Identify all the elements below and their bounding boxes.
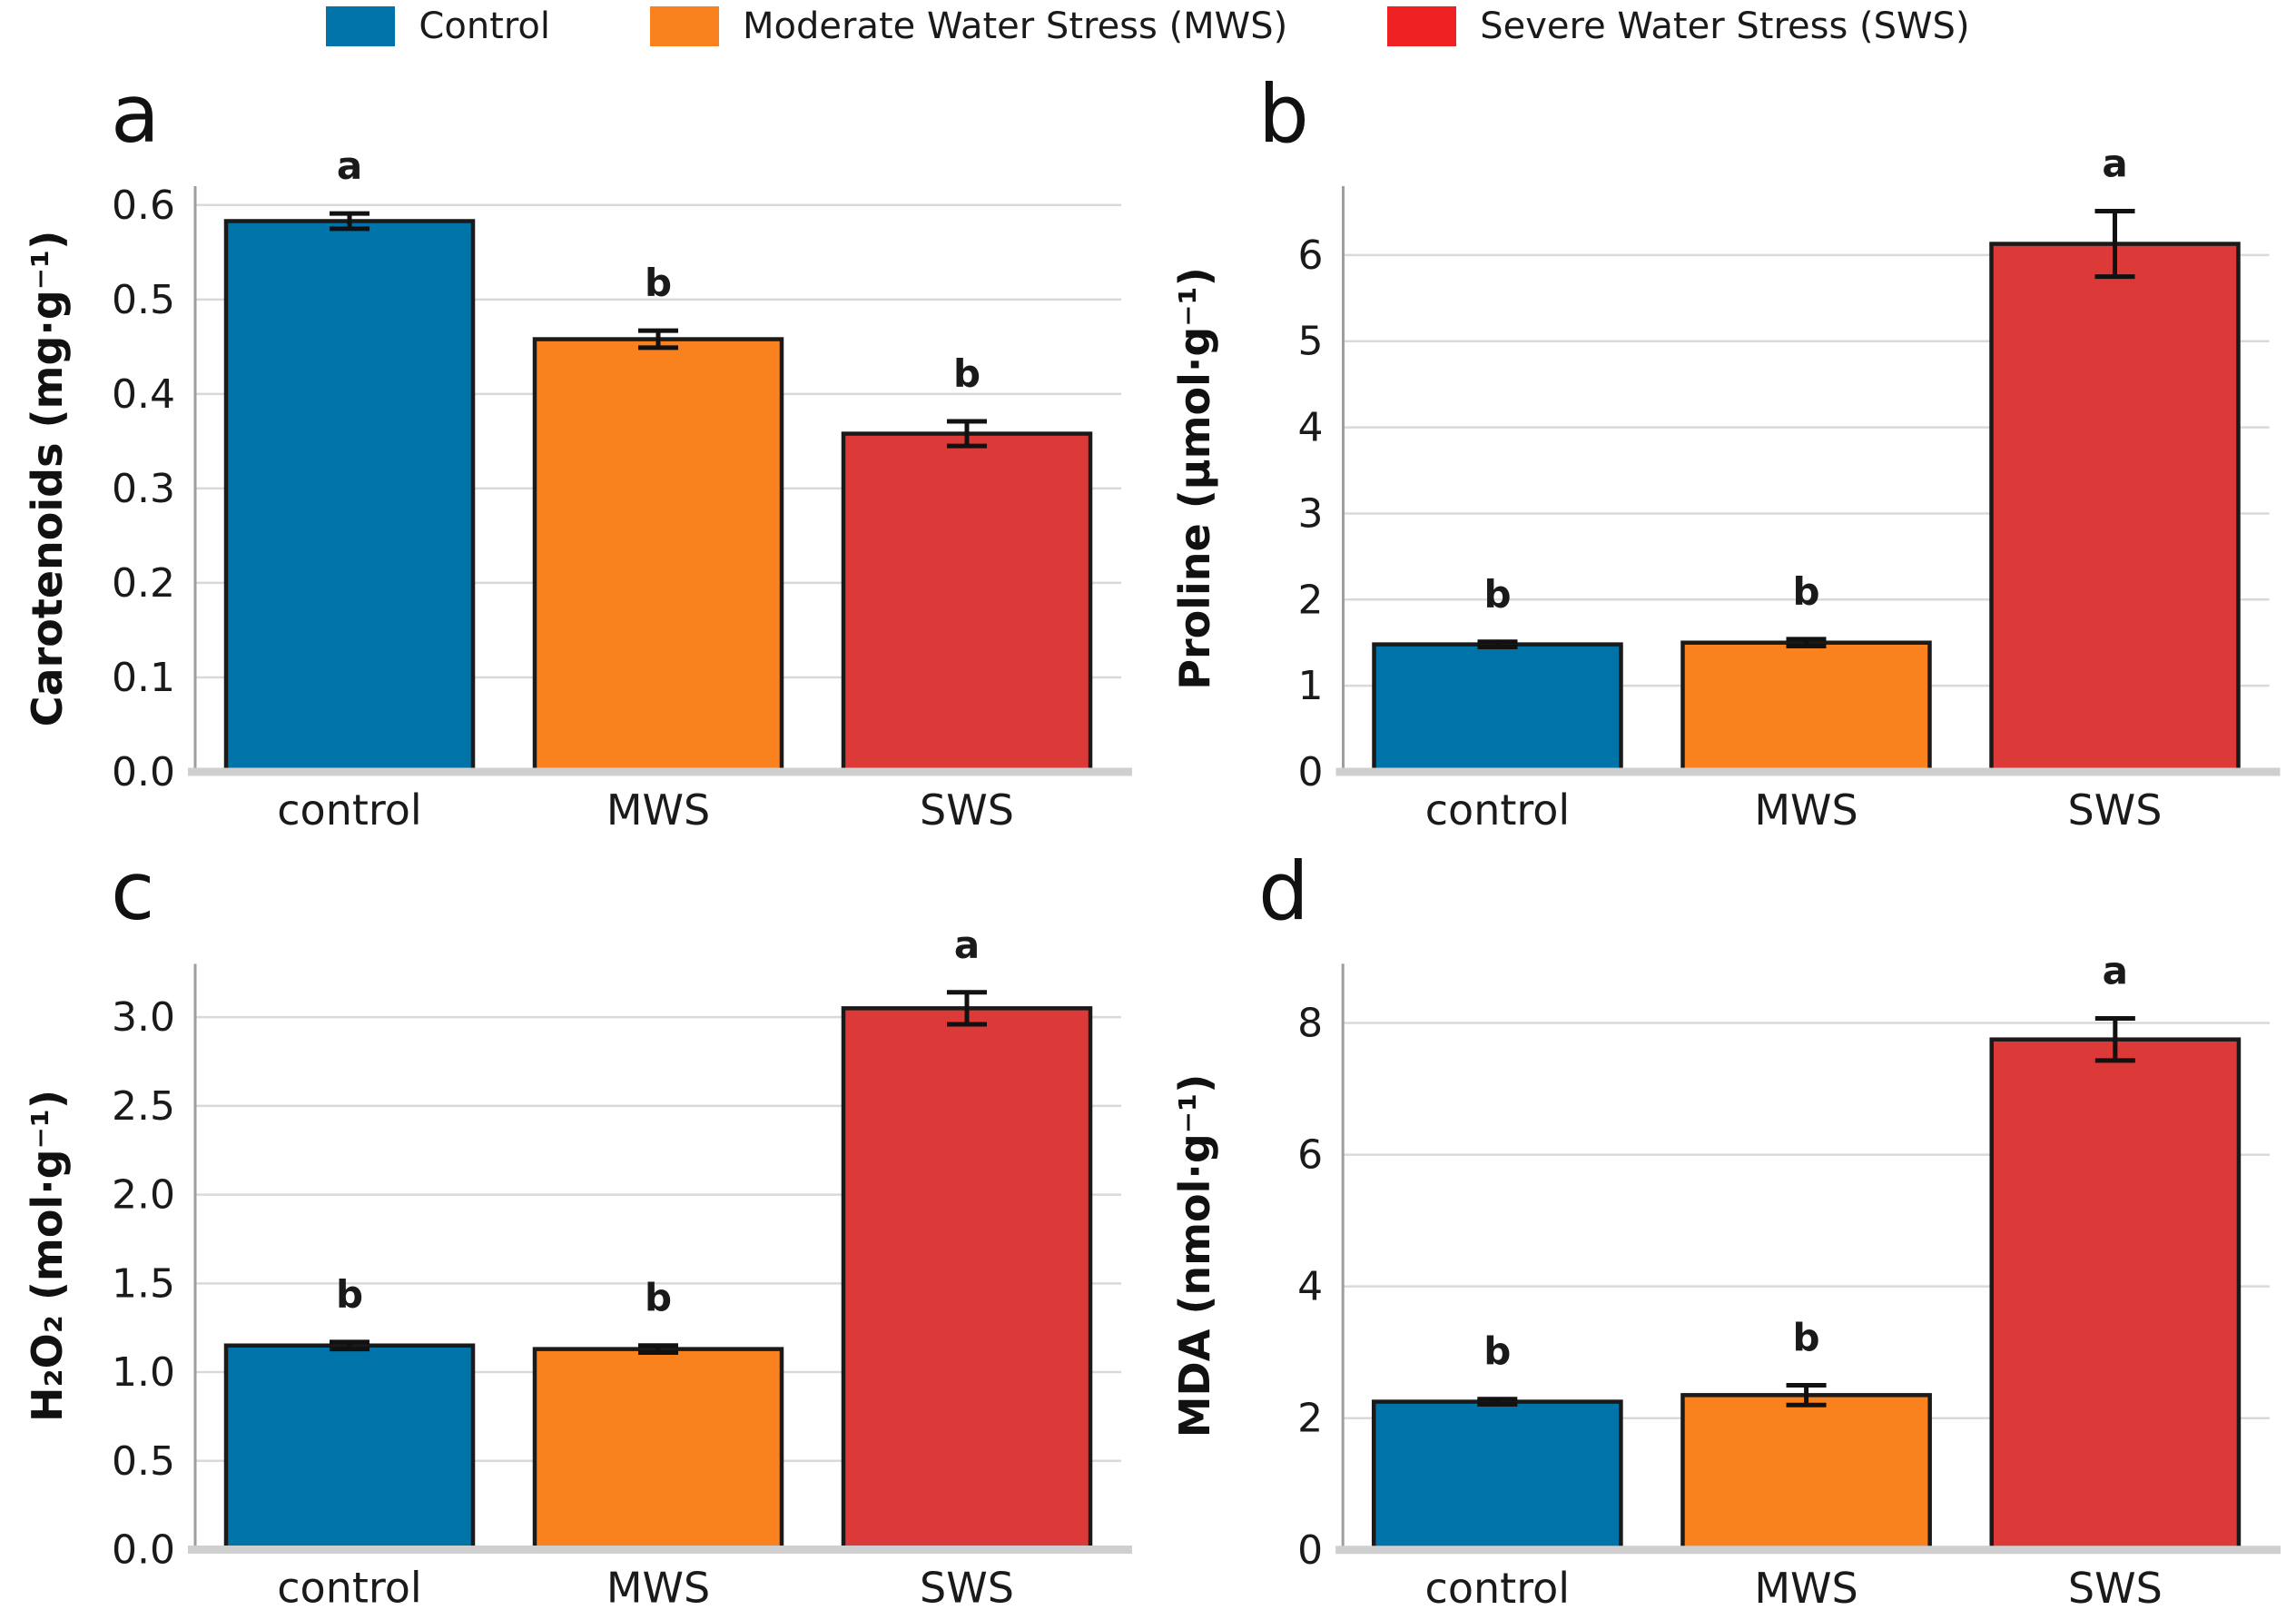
- y-tick-label: 2.5: [112, 1083, 175, 1130]
- panel-d: d MDA (nmol·g⁻¹) 0 2 4 6 8 b control b MWS a SWS: [1148, 832, 2296, 1610]
- legend-swatch-control: [326, 6, 396, 46]
- significance-letter: a: [2103, 948, 2128, 993]
- legend: Control Moderate Water Stress (MWS) Seve…: [0, 5, 2296, 47]
- y-tick-label: 1.5: [112, 1260, 175, 1307]
- y-tick-label: 2: [1297, 1396, 1323, 1442]
- y-tick-label: 0.0: [112, 1527, 175, 1574]
- bar-control: [223, 1343, 476, 1552]
- y-tick-label: 6: [1298, 232, 1324, 279]
- panel-a: a Carotenoids (mg·g⁻¹) 0.0 0.1 0.2 0.3 0.4 0.…: [0, 54, 1148, 835]
- x-tick-label: MWS: [1754, 1564, 1857, 1610]
- x-tick-label: SWS: [920, 785, 1014, 835]
- panels-grid: a Carotenoids (mg·g⁻¹) 0.0 0.1 0.2 0.3 0.4 0.…: [0, 54, 2296, 1610]
- y-tick-label: 4: [1297, 1264, 1323, 1310]
- y-tick-label: 4: [1298, 405, 1324, 451]
- x-tick-label: SWS: [2068, 1564, 2163, 1610]
- y-tick-label: 6: [1297, 1132, 1323, 1179]
- panel-c-chart: 0.0 0.5 1.0 1.5 2.0 2.5 3.0 b control b MWS a SWS: [112, 923, 1132, 1610]
- y-tick-label: 0.5: [112, 277, 175, 323]
- significance-letter: a: [337, 143, 362, 188]
- y-tick-label: 1.0: [112, 1349, 175, 1396]
- legend-item-sws: Severe Water Stress (SWS): [1387, 5, 1970, 47]
- bar-mws: [1680, 1393, 1932, 1553]
- x-tick-label: SWS: [920, 1564, 1014, 1610]
- legend-swatch-sws: [1387, 6, 1457, 46]
- bar-mws: [532, 1347, 784, 1552]
- x-tick-label: control: [1425, 785, 1570, 835]
- bar-sws: [1989, 242, 2241, 775]
- panel-a-chart: 0.0 0.1 0.2 0.3 0.4 0.5 0.6 a control b MWS b SWS: [112, 143, 1132, 835]
- panel-d-chart: 0 2 4 6 8 b control b MWS a SWS: [1297, 948, 2281, 1610]
- significance-letter: b: [336, 1272, 363, 1317]
- y-tick-label: 3.0: [112, 994, 175, 1041]
- panel-letter-c: c: [111, 845, 155, 938]
- bar-control: [223, 219, 476, 775]
- x-tick-label: control: [277, 785, 421, 835]
- panel-c: c H₂O₂ (mol·g⁻¹) 0.0 0.5 1.0 1.5 2.0 2.5 3.0 b c…: [0, 832, 1148, 1610]
- y-tick-label: 0.6: [112, 183, 175, 229]
- bar-sws: [841, 431, 1093, 775]
- y-tick-label: 0.5: [112, 1438, 175, 1485]
- y-tick-label: 0.0: [112, 749, 175, 795]
- y-tick-label: 3: [1298, 490, 1324, 537]
- x-tick-label: MWS: [606, 1564, 710, 1610]
- panel-letter-d: d: [1258, 845, 1309, 938]
- y-tick-label: 0.2: [112, 560, 175, 607]
- y-tick-label: 5: [1298, 319, 1324, 365]
- bar-control: [1371, 1399, 1623, 1553]
- panel-letter-a: a: [111, 67, 160, 161]
- y-tick-label: 2.0: [112, 1172, 175, 1219]
- bar-sws: [1989, 1037, 2242, 1553]
- legend-label: Moderate Water Stress (MWS): [743, 5, 1288, 47]
- legend-item-mws: Moderate Water Stress (MWS): [650, 5, 1287, 47]
- y-tick-label: 1: [1298, 663, 1324, 709]
- legend-item-control: Control: [326, 5, 550, 47]
- y-tick-label: 8: [1297, 1001, 1323, 1047]
- y-tick-label: 2: [1298, 577, 1324, 623]
- x-tick-label: MWS: [1754, 785, 1857, 835]
- significance-letter: a: [2102, 142, 2127, 186]
- bar-sws: [841, 1006, 1093, 1552]
- significance-letter: b: [645, 1276, 672, 1320]
- panel-b-chart: 0 1 2 3 4 5 6 b control b MWS a SWS: [1298, 142, 2281, 835]
- significance-letter: b: [1483, 1329, 1511, 1374]
- significance-letter: b: [1483, 572, 1511, 617]
- y-tick-label: 0: [1298, 749, 1324, 795]
- significance-letter: a: [954, 923, 980, 967]
- x-tick-label: control: [277, 1564, 421, 1610]
- x-tick-label: MWS: [606, 785, 710, 835]
- y-tick-label: 0.4: [112, 371, 175, 418]
- x-tick-label: SWS: [2068, 785, 2163, 835]
- panel-letter-b: b: [1258, 67, 1309, 161]
- legend-swatch-mws: [650, 6, 720, 46]
- significance-letter: b: [1793, 1315, 1820, 1359]
- panel-b: b Proline (μmol·g⁻¹) 0 1 2 3 4 5 6 b control b MWS…: [1148, 54, 2296, 835]
- significance-letter: b: [1792, 569, 1819, 614]
- bar-control: [1372, 642, 1623, 775]
- y-tick-label: 0.1: [112, 655, 175, 701]
- x-tick-label: control: [1425, 1564, 1571, 1610]
- legend-label: Severe Water Stress (SWS): [1480, 5, 1970, 47]
- y-tick-label: 0.3: [112, 466, 175, 512]
- legend-label: Control: [419, 5, 551, 47]
- significance-letter: b: [645, 261, 672, 305]
- significance-letter: b: [953, 351, 980, 396]
- bar-mws: [532, 337, 784, 775]
- bar-mws: [1680, 640, 1932, 775]
- y-tick-label: 0: [1297, 1527, 1323, 1574]
